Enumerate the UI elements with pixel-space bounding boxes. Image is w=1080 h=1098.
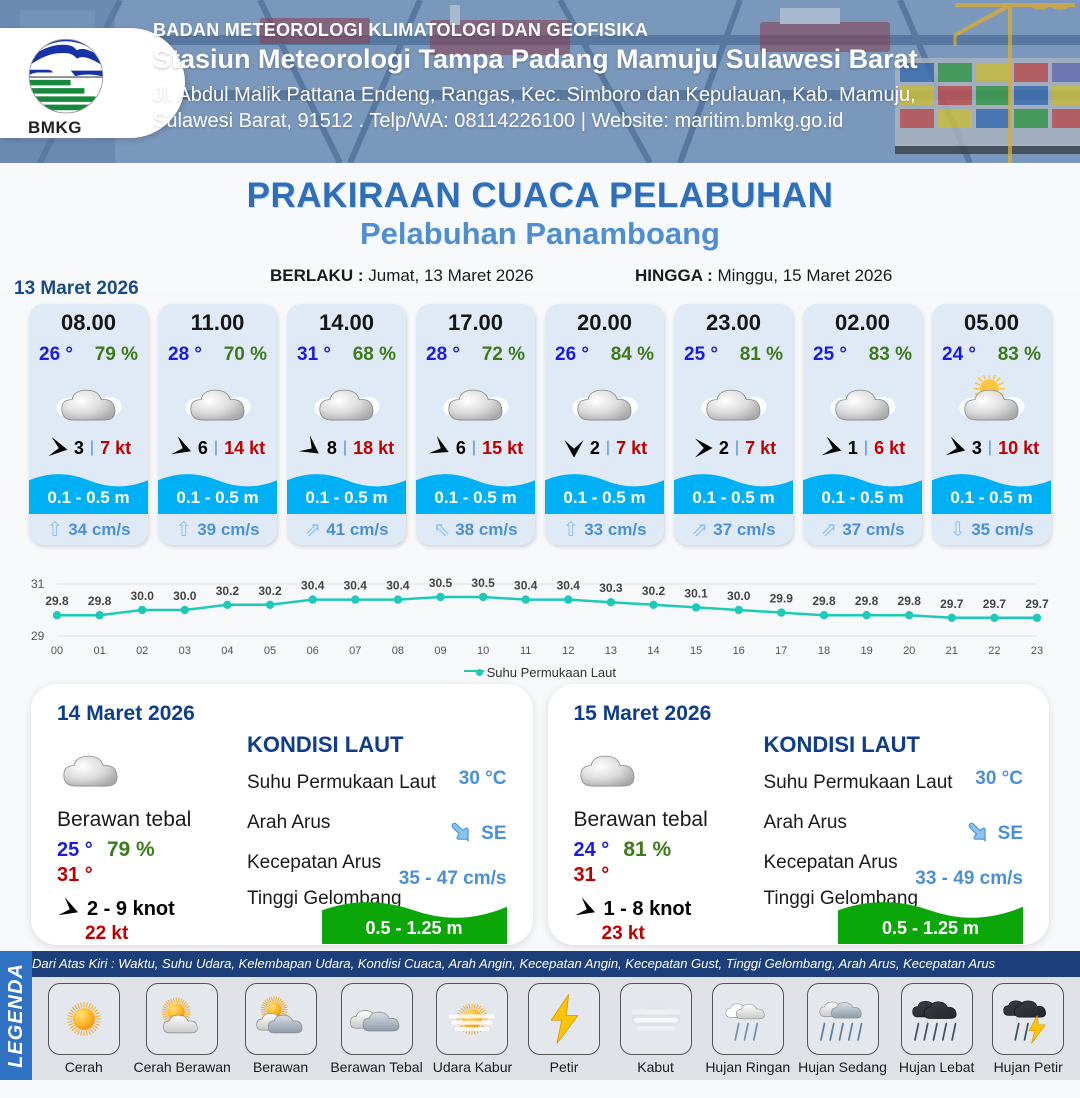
svg-text:04: 04 [221, 645, 233, 657]
svg-text:03: 03 [179, 645, 191, 657]
svg-text:06: 06 [307, 645, 319, 657]
svg-text:30.2: 30.2 [216, 584, 240, 598]
svg-text:29.9: 29.9 [770, 592, 794, 606]
svg-text:22: 22 [988, 645, 1000, 657]
svg-text:18: 18 [818, 645, 830, 657]
svg-text:12: 12 [562, 645, 574, 657]
svg-text:09: 09 [434, 645, 446, 657]
svg-text:13: 13 [605, 645, 617, 657]
svg-text:30.4: 30.4 [557, 579, 581, 593]
svg-text:30.4: 30.4 [386, 579, 410, 593]
svg-text:11: 11 [520, 645, 531, 657]
svg-text:29.8: 29.8 [88, 594, 112, 608]
svg-text:29.7: 29.7 [1025, 597, 1049, 611]
svg-text:30.4: 30.4 [514, 579, 538, 593]
svg-text:30.5: 30.5 [429, 576, 453, 590]
svg-text:30.4: 30.4 [344, 579, 368, 593]
svg-text:05: 05 [264, 645, 276, 657]
svg-text:14: 14 [647, 645, 659, 657]
svg-text:30.1: 30.1 [684, 586, 708, 600]
svg-text:29.8: 29.8 [812, 594, 836, 608]
svg-text:15: 15 [690, 645, 702, 657]
svg-text:21: 21 [946, 645, 958, 657]
svg-text:29.7: 29.7 [940, 597, 964, 611]
svg-text:29.8: 29.8 [898, 594, 922, 608]
svg-text:17: 17 [775, 645, 787, 657]
svg-text:30.0: 30.0 [727, 589, 751, 603]
svg-text:30.2: 30.2 [258, 584, 282, 598]
svg-text:29: 29 [31, 629, 45, 643]
svg-text:30.3: 30.3 [599, 581, 623, 595]
svg-text:07: 07 [349, 645, 361, 657]
svg-text:20: 20 [903, 645, 915, 657]
svg-text:10: 10 [477, 645, 489, 657]
svg-text:29.8: 29.8 [45, 594, 69, 608]
svg-text:02: 02 [136, 645, 148, 657]
svg-text:30.0: 30.0 [131, 589, 155, 603]
svg-text:19: 19 [860, 645, 872, 657]
svg-text:23: 23 [1031, 645, 1043, 657]
svg-text:31: 31 [31, 577, 45, 591]
svg-text:30.0: 30.0 [173, 589, 197, 603]
svg-text:08: 08 [392, 645, 404, 657]
svg-text:01: 01 [93, 645, 105, 657]
svg-text:29.7: 29.7 [983, 597, 1007, 611]
svg-text:29.8: 29.8 [855, 594, 879, 608]
svg-text:16: 16 [733, 645, 745, 657]
svg-text:30.5: 30.5 [471, 576, 495, 590]
svg-text:30.4: 30.4 [301, 579, 325, 593]
svg-text:00: 00 [51, 645, 63, 657]
svg-text:30.2: 30.2 [642, 584, 666, 598]
